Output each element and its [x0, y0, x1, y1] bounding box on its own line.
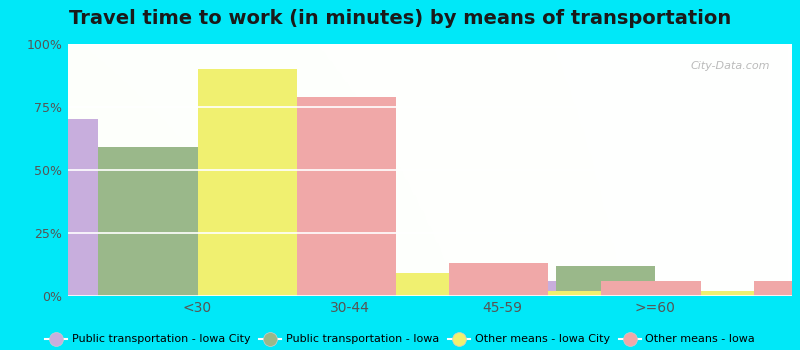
Bar	[449, 263, 548, 296]
Bar	[403, 273, 502, 296]
Bar	[0, 119, 98, 296]
Text: Travel time to work (in minutes) by means of transportation: Travel time to work (in minutes) by mean…	[69, 9, 731, 28]
Bar	[502, 291, 602, 296]
Bar	[655, 291, 754, 296]
Bar	[754, 281, 800, 296]
Bar	[98, 147, 198, 296]
Bar	[602, 281, 701, 296]
Bar	[198, 69, 297, 296]
Bar	[152, 245, 251, 296]
Bar	[304, 286, 403, 296]
Bar	[297, 97, 396, 296]
Bar	[556, 266, 655, 296]
Bar	[350, 273, 449, 296]
Bar	[251, 245, 350, 296]
Legend: Public transportation - Iowa City, Public transportation - Iowa, Other means - I: Public transportation - Iowa City, Publi…	[45, 335, 755, 344]
Bar	[457, 281, 556, 296]
Text: City-Data.com: City-Data.com	[690, 61, 770, 71]
